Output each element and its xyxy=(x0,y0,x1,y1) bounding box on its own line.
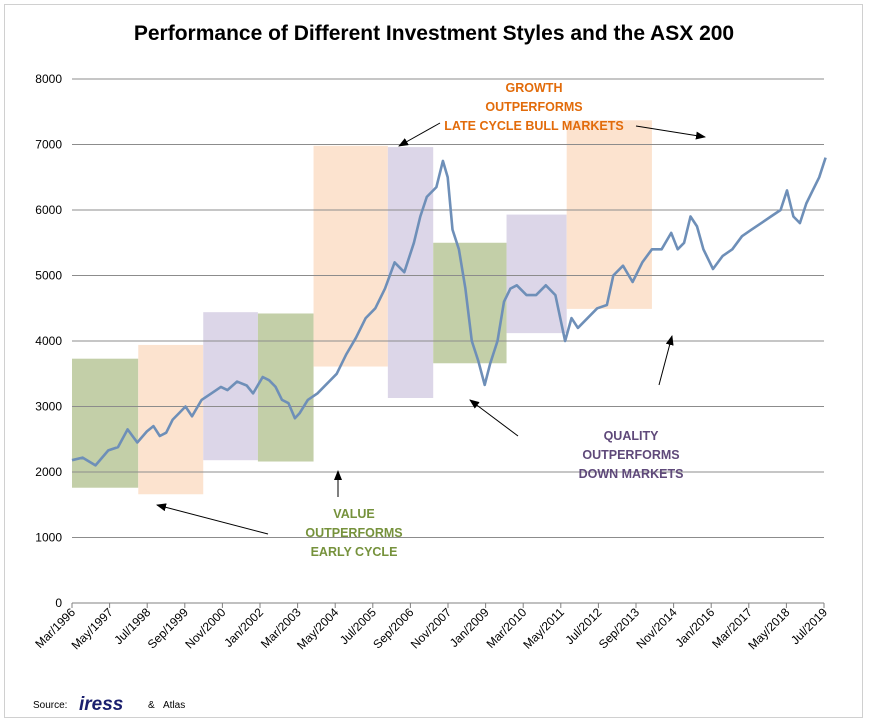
y-tick-label: 5000 xyxy=(35,269,62,283)
annotation-growth-line-1: GROWTH xyxy=(506,81,563,95)
annotation-growth-line-3: LATE CYCLE BULL MARKETS xyxy=(444,119,623,133)
annotation-value-line-1: VALUE xyxy=(333,507,374,521)
x-tick-label: Nov/2014 xyxy=(633,605,679,651)
series-line-1 xyxy=(71,157,827,467)
y-tick-label: 8000 xyxy=(35,72,62,86)
y-tick-label: 1000 xyxy=(35,531,62,545)
annotation-arrow-2 xyxy=(635,125,706,140)
annotation-arrow-1 xyxy=(398,122,441,147)
region-value-4 xyxy=(257,313,314,462)
region-quality-6 xyxy=(387,147,434,398)
annotation-arrows xyxy=(156,122,706,535)
y-tick-label: 4000 xyxy=(35,334,62,348)
x-axis: Mar/1996May/1997Jul/1998Sep/1999Nov/2000… xyxy=(32,602,830,652)
region-value-7 xyxy=(433,242,507,364)
x-tick-label: Nov/2007 xyxy=(408,605,454,651)
annotation-quality-line-2: OUTPERFORMS xyxy=(582,448,679,462)
y-tick-label: 2000 xyxy=(35,465,62,479)
annotation-growth-line-2: OUTPERFORMS xyxy=(485,100,582,114)
region-growth-9 xyxy=(566,120,652,309)
chart-title: Performance of Different Investment Styl… xyxy=(134,22,734,45)
x-tick-label: May/2018 xyxy=(745,605,792,652)
x-tick-label: May/1997 xyxy=(69,605,116,652)
source-label: Source: xyxy=(33,700,67,711)
annotation-arrow-6 xyxy=(658,335,674,386)
y-tick-label: 3000 xyxy=(35,400,62,414)
shaded-regions xyxy=(72,120,652,495)
annotation-quality-line-1: QUALITY xyxy=(604,429,660,443)
region-growth-2 xyxy=(138,344,204,495)
region-quality-8 xyxy=(506,214,567,334)
iress-logo: iress xyxy=(79,694,123,715)
annotation-value-line-3: EARLY CYCLE xyxy=(311,545,398,559)
annotations: GROWTH OUTPERFORMS LATE CYCLE BULL MARKETS… xyxy=(305,81,683,559)
source-footer: Source: iress & Atlas xyxy=(33,694,185,715)
ampersand: & xyxy=(148,700,155,711)
gridlines xyxy=(72,78,824,538)
region-value-1 xyxy=(72,358,139,488)
annotation-arrow-4 xyxy=(156,503,269,535)
x-tick-label: May/2011 xyxy=(520,605,567,652)
x-tick-label: Nov/2000 xyxy=(182,605,228,651)
y-tick-label: 6000 xyxy=(35,203,62,217)
x-tick-label: May/2004 xyxy=(294,605,341,652)
x-tick-label: Jul/2019 xyxy=(788,605,830,647)
series-group xyxy=(71,157,827,467)
annotation-quality-line-3: DOWN MARKETS xyxy=(579,467,684,481)
y-axis-ticks: 0 1000 2000 3000 4000 5000 6000 7000 8000 xyxy=(35,72,62,610)
region-growth-5 xyxy=(313,145,388,367)
atlas-label: Atlas xyxy=(163,700,185,711)
y-tick-label: 7000 xyxy=(35,138,62,152)
annotation-value-line-2: OUTPERFORMS xyxy=(305,526,402,540)
y-tick-label: 0 xyxy=(55,596,62,610)
annotation-arrow-5 xyxy=(469,399,519,437)
